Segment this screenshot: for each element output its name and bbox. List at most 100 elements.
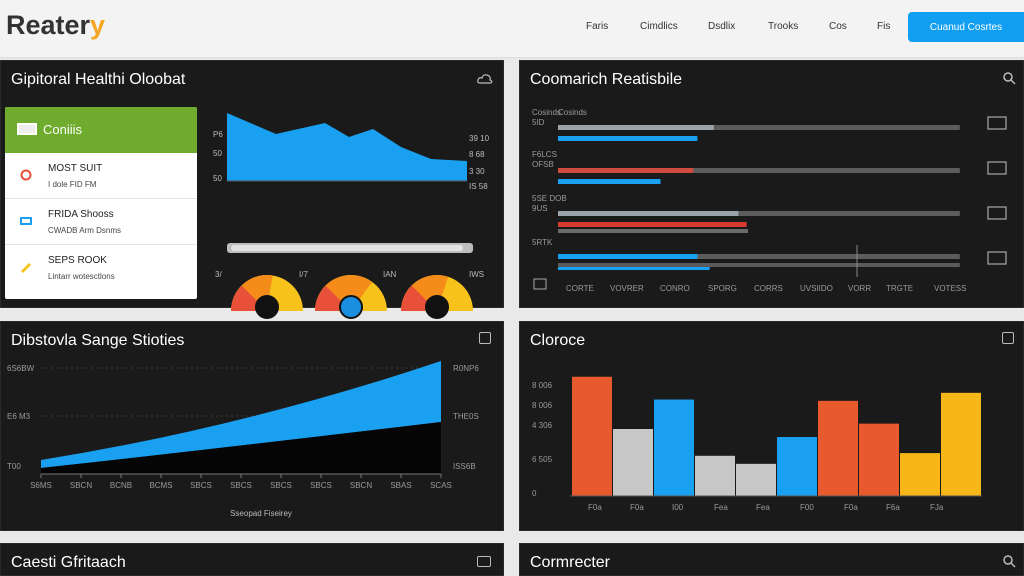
x-tick-label: F00 [800,503,814,512]
x-tick-label: F0a [844,503,858,512]
panel-bars: Coomarich Reatisbile Cosinds 5ID F6LCS OFSB… [519,60,1024,308]
y-tick-label: 8 006 [532,381,553,390]
x-axis-title: Sseopad Fiseirey [230,509,292,518]
row-icon [987,251,1007,265]
x-tick-label: SBCN [70,481,92,490]
gauge-top-label: I/7 [299,270,308,279]
x-tick-label: BCMS [149,481,172,490]
window-icon[interactable] [1002,332,1014,344]
row-icon [987,206,1007,220]
gauge-center [255,295,279,319]
cloud-icon[interactable] [477,73,493,85]
bar-track [558,211,960,216]
x-tick-label: FJa [930,503,944,512]
nav-item-2[interactable]: Cimdlics [640,21,678,32]
cta-button[interactable]: Cuanud Cosrtes [908,12,1024,42]
scrollbar-thumb [231,245,463,251]
list-item[interactable]: FRIDA Shooss CWADB Arm Dsnms [5,199,197,245]
column-bar [695,455,735,496]
y-tick-label: P6 [213,130,223,139]
area-series [227,113,467,181]
x-tick-label: BCNB [110,481,132,490]
bar-series-a [558,125,714,130]
panel-column: Cloroce 8 006 8 006 4 306 6 505 0 F0a F0a I00 Fe… [519,321,1024,531]
window-icon[interactable] [477,556,491,567]
row-label: OFSB [532,160,554,169]
nav-item-4[interactable]: Trooks [768,21,799,32]
x-tick-label: F0a [630,503,644,512]
nav-item-3[interactable]: Dsdlix [708,21,736,32]
list-item[interactable]: SEPS ROOK Lintarr wotesctlons [5,245,197,291]
target-icon [20,169,32,181]
nav-item-1[interactable]: Faris [586,21,609,32]
column-bar [654,399,694,496]
x-tick-label: Fea [714,503,728,512]
nav-item-6[interactable]: Fis [877,21,891,32]
panel-area-title: Dibstovla Sange Stioties [11,332,185,349]
y-tick-label: 4 306 [532,421,553,430]
search-icon[interactable] [1002,71,1016,85]
row-label: F6LCS [532,150,557,159]
column-bar [572,376,612,496]
row-label: 5SE DOB [532,194,567,203]
y-tick-label: 6S6BW [7,364,35,373]
panel-column-title: Cloroce [530,332,586,349]
panel-bottom-left: Caesti Gfritaach [0,543,504,576]
legend-label: Cosinds [558,108,587,117]
nav-item-5[interactable]: Cos [829,21,847,32]
x-tick-label: VOVRER [610,284,644,293]
monitor-icon [17,123,37,135]
x-tick-label: SBCS [270,481,292,490]
status-card-title: Coniiis [43,122,83,137]
panel-bottom-left-title: Caesti Gfritaach [11,554,126,571]
row-label: Cosinds [532,108,561,117]
x-tick-label: F0a [588,503,602,512]
y-tick-label: 8 68 [469,150,485,159]
x-tick-label: TRGTE [886,284,913,293]
status-card: Coniiis MOST SUIT I dole FID FM FRIDA Sh… [5,107,197,299]
list-item-subtitle: CWADB Arm Dsnms [48,226,122,235]
row-label: 5ID [532,118,545,127]
y-tick-label: THE0S [453,412,479,421]
list-item[interactable]: MOST SUIT I dole FID FM [5,153,197,199]
x-tick-label: SBCS [190,481,212,490]
logo-text: Reater [6,10,91,40]
list-item-title: MOST SUIT [48,163,103,174]
window-icon[interactable] [479,332,491,344]
x-tick-label: Fea [756,503,770,512]
search-icon[interactable] [1002,554,1016,568]
y-tick-label: E6 M3 [7,412,31,421]
gauge-top-label: 3/ [215,270,222,279]
bar-series-a [558,168,694,173]
column-bar [941,392,981,496]
x-tick-label: VORR [848,284,871,293]
bar-track [558,229,748,233]
x-tick-label: CONRO [660,284,690,293]
panel-bottom-right: Cormrecter [519,543,1024,576]
area-series-lower [41,422,441,474]
panel-bottom-right-title: Cormrecter [530,554,611,571]
bar-track [558,254,960,259]
list-item-title: FRIDA Shooss [48,209,114,220]
app-logo[interactable]: Reatery [6,10,105,41]
x-tick-label: S6MS [30,481,52,490]
y-tick-label: ISS6B [453,462,476,471]
area-chart: 6S6BW R0NP6 E6 M3 THE0S T00 ISS6B S6MS SBCN BCNB… [7,361,479,518]
bar-series-b [558,179,661,184]
pencil-icon [21,263,31,273]
list-item-subtitle: I dole FID FM [48,180,97,189]
x-tick-label: SBAS [390,481,411,490]
bar-track [558,125,960,130]
legend-icon [533,278,547,290]
y-tick-label: 6 505 [532,455,553,464]
panel-health-title: Gipitoral Healthi Oloobat [11,71,186,88]
column-chart: 8 006 8 006 4 306 6 505 0 F0a F0a I00 Fea Fea F00 F… [532,376,982,512]
row-label: 9US [532,204,548,213]
row-label: 5RTK [532,238,553,247]
column-bar [736,463,776,496]
logo-accent: y [90,10,106,40]
x-tick-label: CORTE [566,284,594,293]
top-bar: Reatery Faris Cimdlics Dsdlix Trooks Cos… [0,0,1024,58]
x-tick-label: SPORG [708,284,737,293]
